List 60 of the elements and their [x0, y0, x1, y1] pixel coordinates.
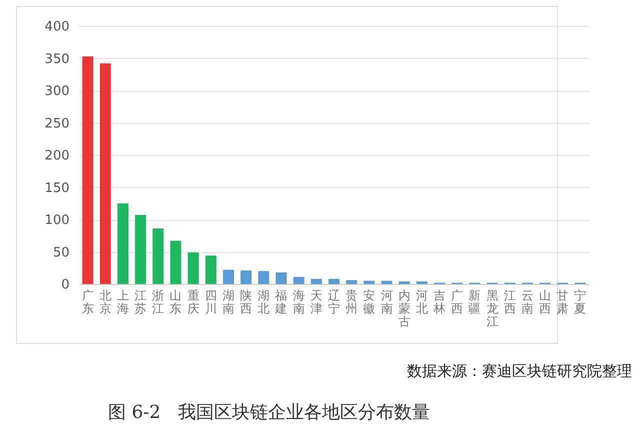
x-tick-label: 甘肃 [556, 288, 569, 316]
x-tick-label: 上海 [116, 288, 129, 316]
bar [310, 278, 322, 284]
bar [152, 228, 164, 284]
y-tick-label: 0 [61, 278, 70, 292]
x-tick-label: 福建 [274, 288, 288, 316]
bar [258, 271, 270, 284]
y-tick-label: 250 [44, 116, 70, 132]
source-note: 数据来源：赛迪区块链研究院整理 [407, 362, 632, 381]
bar [170, 240, 182, 284]
x-tick-label: 广西 [451, 288, 464, 316]
bar [276, 272, 287, 284]
y-tick-label: 400 [44, 20, 70, 34]
bar [100, 63, 111, 284]
x-tick-label: 内蒙古 [398, 288, 410, 328]
bar [222, 270, 234, 284]
bar [398, 281, 410, 284]
x-tick-label: 海南 [292, 288, 305, 316]
x-tick-label: 江苏 [134, 288, 147, 316]
x-tick-label: 宁夏 [574, 288, 586, 316]
bar [240, 270, 252, 284]
bar [346, 280, 358, 284]
x-tick-label: 湖北 [258, 288, 270, 316]
x-tick-label: 天津 [310, 288, 322, 316]
x-tick-label: 广东 [82, 288, 94, 316]
bar [416, 281, 428, 284]
bar [364, 280, 375, 284]
y-tick-label: 50 [52, 245, 70, 260]
x-tick-label: 浙江 [152, 288, 164, 316]
x-tick-label: 陕西 [240, 288, 252, 316]
x-tick-label: 贵州 [346, 288, 358, 316]
x-tick-label: 安徽 [363, 288, 376, 316]
x-tick-label: 江西 [504, 288, 516, 316]
x-tick-label: 云南 [521, 288, 534, 316]
x-tick-label: 山西 [539, 288, 552, 316]
bar [135, 214, 146, 284]
bar [82, 56, 94, 284]
y-tick-label: 350 [44, 52, 70, 67]
x-tick-label: 湖南 [222, 288, 234, 316]
y-tick-label: 200 [44, 148, 70, 164]
x-tick-label: 河北 [416, 288, 428, 316]
x-tick-label: 辽宁 [328, 288, 340, 316]
x-tick-label: 四川 [204, 288, 217, 316]
text: 图 6-2 我国区块链企业各地区分布数量 [108, 401, 430, 424]
bar [205, 256, 216, 284]
y-tick-label: 150 [44, 180, 70, 196]
bar [293, 276, 304, 284]
y-tick-label: 300 [44, 84, 70, 99]
x-tick-label: 吉林 [432, 288, 446, 316]
x-tick-label: 山东 [170, 288, 182, 316]
x-tick-label: 河南 [380, 288, 393, 316]
bar [117, 203, 128, 284]
x-tick-label: 新疆 [468, 288, 481, 316]
x-tick-label: 北京 [99, 288, 112, 316]
bar [188, 252, 199, 284]
bar [328, 278, 340, 284]
bar [381, 280, 392, 284]
y-tick-label: 100 [44, 213, 70, 228]
x-tick-label: 重庆 [187, 288, 200, 316]
x-tick-label: 黑龙江 [486, 288, 498, 328]
